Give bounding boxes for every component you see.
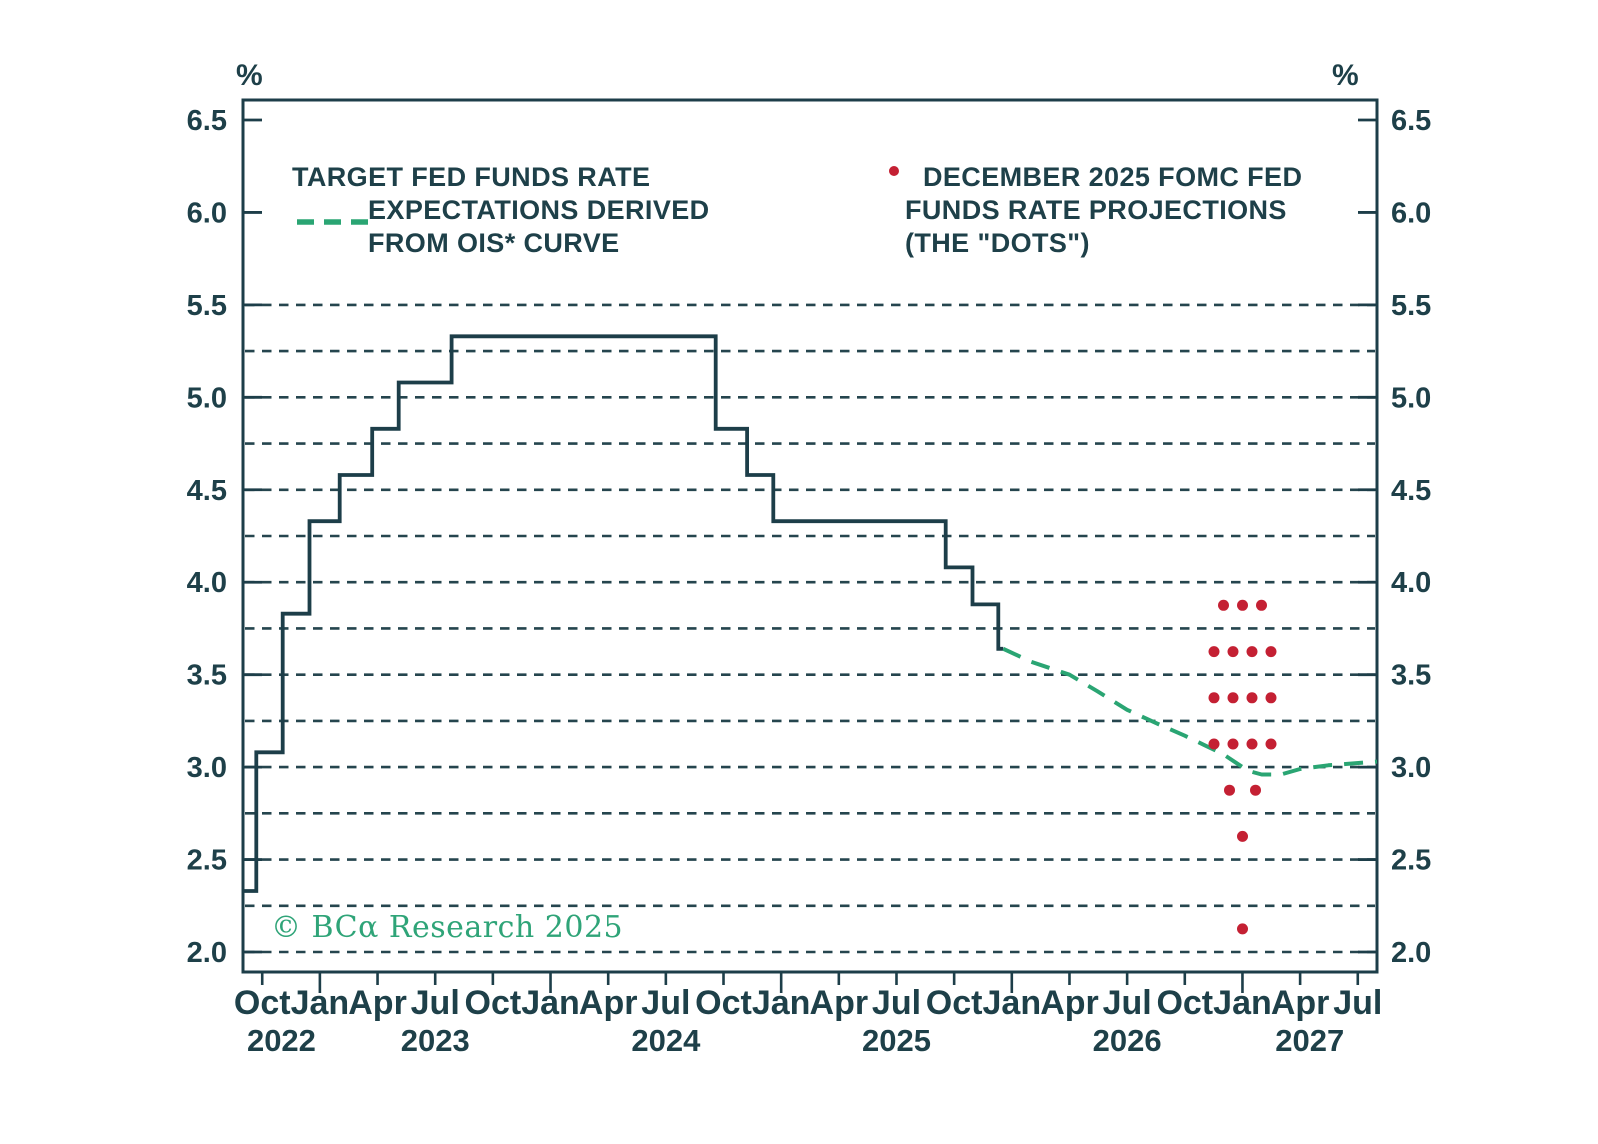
x-year-label: 2026 [1093, 1023, 1162, 1058]
y-axis-label-left: 6.5 [187, 105, 227, 137]
legend-dots-lines: FUNDS RATE PROJECTIONS (THE "DOTS") [905, 194, 1287, 260]
fomc-dot [1265, 692, 1277, 704]
fomc-dot [1265, 646, 1277, 658]
y-axis-label-right: 2.0 [1391, 937, 1431, 969]
target-fed-funds-rate-line [243, 334, 1004, 893]
fomc-dot [1208, 738, 1220, 750]
x-month-label: Oct [465, 984, 522, 1022]
legend-dots-line2: FUNDS RATE PROJECTIONS [905, 195, 1287, 225]
legend-ois-line3: FROM OIS* CURVE [368, 228, 620, 258]
x-month-label: Jan [521, 984, 580, 1022]
legend-dots-line3: (THE "DOTS") [905, 228, 1090, 258]
fomc-dot [1246, 738, 1258, 750]
x-month-label: Jul [641, 984, 690, 1022]
x-year-label: 2024 [631, 1023, 701, 1058]
x-month-label: Oct [695, 984, 752, 1022]
y-axis-label-right: 4.0 [1391, 567, 1431, 599]
y-axis-label-right: 6.5 [1391, 105, 1431, 137]
y-axis-label-left: 2.0 [187, 937, 227, 969]
fomc-dot [1208, 646, 1220, 658]
plot-frame [241, 98, 1379, 974]
y-axis-unit-right: % [1332, 59, 1359, 92]
x-month-label: Jul [1333, 984, 1382, 1022]
fomc-dot [1227, 646, 1239, 658]
y-axis-label-right: 3.0 [1391, 752, 1431, 784]
watermark: © BCα Research 2025 [271, 910, 624, 945]
x-month-label: Apr [579, 984, 638, 1022]
y-axis-label-left: 2.5 [187, 845, 227, 877]
x-month-label: Apr [348, 984, 407, 1022]
x-month-label: Oct [1156, 984, 1213, 1022]
y-axis-label-right: 3.5 [1391, 660, 1431, 692]
x-year-label: 2022 [247, 1023, 316, 1058]
y-axis-label-right: 2.5 [1391, 845, 1431, 877]
y-axis-label-left: 3.5 [187, 660, 227, 692]
fomc-dot [1218, 599, 1229, 611]
x-month-label: Oct [234, 984, 291, 1022]
x-year-label: 2027 [1275, 1023, 1344, 1058]
fomc-dot [1237, 599, 1248, 611]
y-axis-label-left: 4.5 [187, 475, 227, 507]
y-axis-label-left: 3.0 [187, 752, 227, 784]
fomc-dot [1237, 830, 1248, 842]
x-month-label: Jan [983, 984, 1042, 1022]
x-month-label: Jul [1103, 984, 1152, 1022]
legend-ois-lines: EXPECTATIONS DERIVED FROM OIS* CURVE [368, 194, 710, 260]
legend-ois-line2: EXPECTATIONS DERIVED [368, 195, 710, 225]
ois-dashed-line-sample [297, 219, 371, 225]
legend-ois-line1: TARGET FED FUNDS RATE [292, 162, 651, 192]
x-month-label: Oct [926, 984, 983, 1022]
x-month-label: Jul [872, 984, 921, 1022]
fomc-dot [1208, 692, 1220, 704]
x-month-label: Apr [810, 984, 869, 1022]
fomc-dot-sample [889, 166, 899, 176]
x-month-label: Jan [291, 984, 350, 1022]
fomc-dot [1227, 738, 1239, 750]
x-month-label: Apr [1040, 984, 1099, 1022]
y-axis-label-left: 6.0 [187, 197, 227, 229]
ois-expectations-line [1002, 646, 1378, 777]
y-axis-label-right: 4.5 [1391, 475, 1431, 507]
fomc-dot [1256, 599, 1267, 611]
x-year-label: 2025 [862, 1023, 931, 1058]
fomc-dot [1237, 923, 1248, 935]
x-month-label: Jul [411, 984, 460, 1022]
y-axis-label-right: 5.0 [1391, 382, 1431, 414]
x-month-label: Jan [1213, 984, 1272, 1022]
fomc-dot [1246, 692, 1258, 704]
x-year-label: 2023 [401, 1023, 470, 1058]
y-axis-label-left: 4.0 [187, 567, 227, 599]
y-axis-label-right: 5.5 [1391, 290, 1431, 322]
legend-dots-line1: DECEMBER 2025 FOMC FED [923, 162, 1303, 192]
fomc-dot [1250, 784, 1261, 796]
y-axis-unit-left: % [236, 59, 263, 92]
x-month-label: Jan [752, 984, 811, 1022]
fomc-dot [1246, 646, 1258, 658]
y-axis-label-right: 6.0 [1391, 197, 1431, 229]
fomc-dot [1265, 738, 1277, 750]
y-axis-label-left: 5.0 [187, 382, 227, 414]
fomc-dot [1227, 692, 1239, 704]
x-month-label: Apr [1271, 984, 1330, 1022]
fomc-dot [1224, 784, 1235, 796]
y-axis-label-left: 5.5 [187, 290, 227, 322]
